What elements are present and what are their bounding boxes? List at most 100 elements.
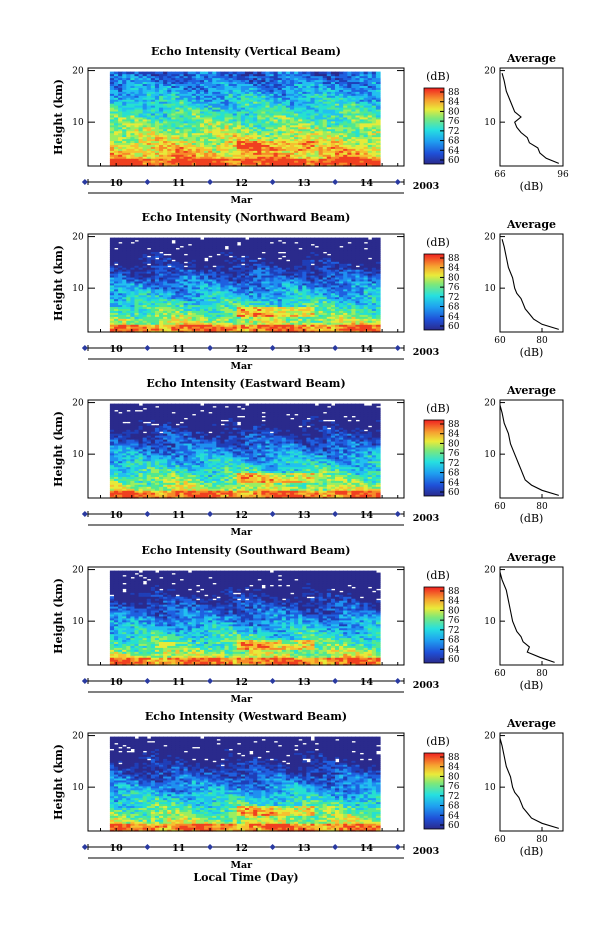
heatmap-cell — [269, 118, 275, 122]
heatmap-cell — [171, 152, 176, 155]
heatmap-cell — [257, 79, 262, 83]
heatmap-cell — [130, 71, 136, 75]
heatmap-cell — [363, 134, 369, 138]
heatmap-cell — [359, 101, 365, 104]
heatmap-cell — [232, 152, 238, 155]
heatmap-cell — [351, 99, 357, 102]
heatmap-cell — [269, 124, 275, 128]
heatmap-cell — [281, 71, 287, 75]
x-tick-label: 13 — [297, 178, 310, 189]
heatmap-cell — [212, 150, 217, 153]
heatmap-cell — [310, 85, 316, 88]
heatmap-cell — [195, 112, 201, 116]
heatmap-cell — [334, 103, 340, 106]
heatmap-cell — [273, 83, 279, 86]
heatmap-cell — [322, 97, 328, 100]
heatmap-cell — [150, 128, 156, 132]
heatmap-cell — [322, 112, 328, 116]
heatmap-cell — [163, 118, 168, 122]
heatmap-cell — [159, 85, 164, 88]
heatmap-cell — [351, 95, 357, 98]
heatmap-cell — [179, 148, 185, 151]
heatmap-cell — [318, 136, 324, 140]
heatmap-cell — [220, 77, 226, 81]
heatmap-cell — [212, 134, 217, 138]
heatmap-cell — [306, 114, 312, 118]
heatmap-cell — [347, 79, 352, 83]
heatmap-cell — [330, 152, 336, 155]
heatmap-cell — [330, 154, 336, 157]
heatmap-cell — [163, 89, 168, 92]
heatmap-cell — [109, 118, 115, 122]
heatmap-cell — [232, 140, 238, 144]
heatmap-cell — [208, 79, 213, 83]
heatmap-cell — [367, 148, 373, 151]
heatmap-cell — [146, 162, 152, 165]
heatmap-cell — [163, 124, 168, 128]
heatmap-cell — [302, 110, 307, 114]
heatmap-cell — [240, 148, 246, 151]
heatmap-cell — [355, 91, 361, 94]
heatmap-cell — [265, 110, 271, 114]
heatmap-cell — [306, 108, 312, 112]
heatmap-cell — [330, 144, 336, 147]
heatmap-cell — [302, 120, 307, 124]
heatmap-cell — [359, 81, 365, 85]
heatmap-cell — [159, 130, 164, 134]
heatmap-cell — [183, 156, 189, 159]
heatmap-cell — [240, 140, 246, 144]
heatmap-cell — [269, 120, 275, 124]
heatmap-cell — [363, 118, 369, 122]
heatmap-cell — [314, 71, 320, 75]
heatmap-cell — [347, 148, 352, 151]
heatmap-cell — [208, 83, 213, 86]
heatmap-cell — [289, 71, 295, 75]
heatmap-cell — [253, 116, 258, 120]
heatmap-cell — [204, 146, 209, 149]
heatmap-cell — [228, 91, 234, 94]
heatmap-cell — [134, 122, 140, 126]
heatmap-cell — [134, 158, 140, 161]
heatmap-cell — [359, 71, 365, 75]
heatmap-cell — [339, 128, 344, 132]
heatmap-cell — [138, 95, 144, 98]
heatmap-cell — [347, 136, 352, 140]
heatmap-cell — [212, 110, 217, 114]
heatmap-cell — [298, 101, 303, 104]
heatmap-cell — [199, 89, 205, 92]
heatmap-cell — [339, 105, 344, 108]
heatmap-cell — [154, 116, 160, 120]
heatmap-cell — [224, 120, 230, 124]
heatmap-cell — [314, 110, 320, 114]
heatmap-cell — [310, 128, 316, 132]
heatmap-cell — [306, 144, 312, 147]
heatmap-cell — [167, 101, 172, 104]
heatmap-cell — [208, 156, 213, 159]
heatmap-cell — [343, 105, 348, 108]
heatmap-cell — [249, 112, 254, 116]
heatmap-cell — [154, 85, 160, 88]
heatmap-cell — [150, 114, 156, 118]
heatmap-cell — [199, 112, 205, 116]
heatmap-cell — [199, 87, 205, 90]
heatmap-cell — [240, 126, 246, 130]
heatmap-cell — [375, 124, 381, 128]
heatmap-cell — [236, 89, 242, 92]
heatmap-cell — [253, 105, 258, 108]
heatmap-cell — [330, 158, 336, 161]
heatmap-cell — [269, 122, 275, 126]
heatmap-cell — [150, 146, 156, 149]
heatmap-cell — [310, 116, 316, 120]
heatmap-cell — [150, 140, 156, 144]
heatmap-cell — [163, 148, 168, 151]
heatmap-cell — [257, 124, 262, 128]
heatmap-cell — [187, 164, 193, 167]
heatmap-cell — [236, 154, 242, 157]
heatmap-cell — [294, 114, 299, 118]
heatmap-cell — [204, 138, 209, 142]
heatmap-cell — [359, 140, 365, 144]
heatmap-cell — [249, 79, 254, 83]
heatmap-cell — [294, 85, 299, 88]
heatmap-cell — [204, 164, 209, 167]
heatmap-cell — [130, 118, 136, 122]
